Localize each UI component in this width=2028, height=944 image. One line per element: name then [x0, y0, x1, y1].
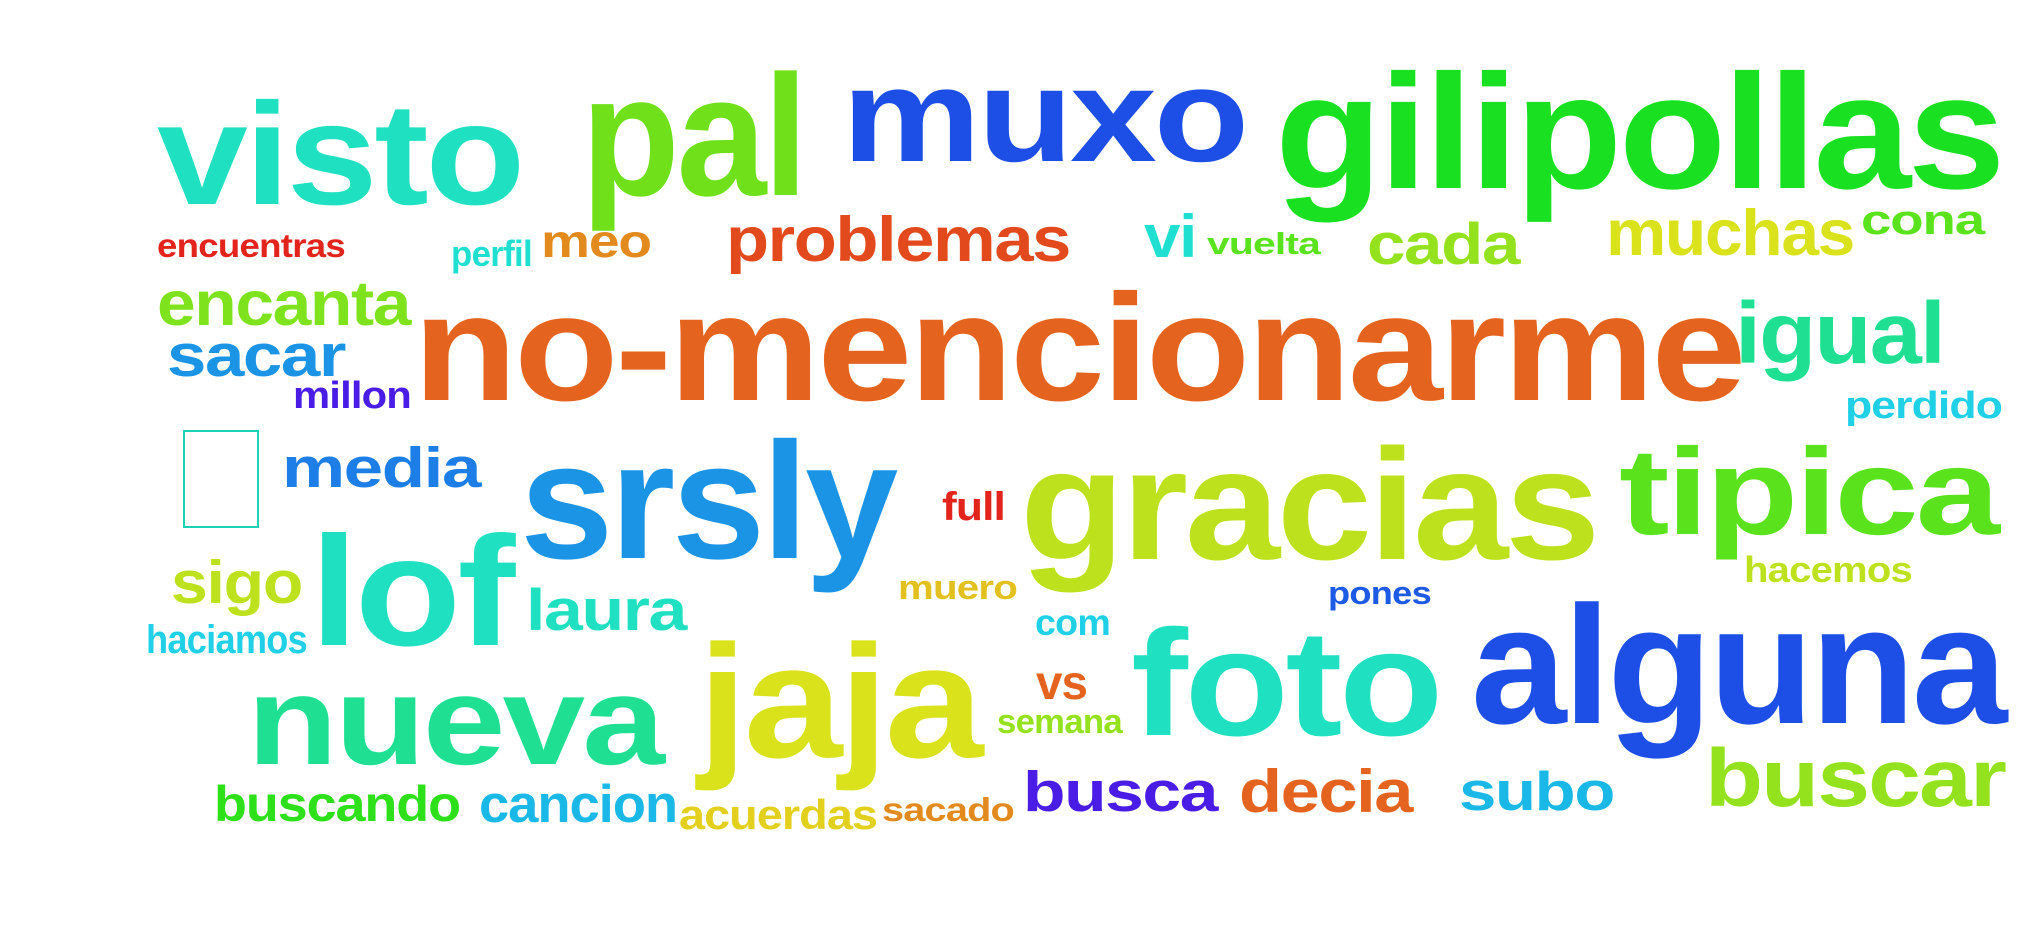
word-buscando: buscando [214, 776, 461, 832]
word-gracias: gracias [1020, 417, 1600, 593]
word-muero: muero [898, 569, 1018, 607]
word-full: full [942, 485, 1006, 529]
word-buscar: buscar [1705, 733, 2007, 824]
word-busca: busca [1023, 760, 1218, 824]
word-tipica: tipica [1619, 424, 2000, 561]
word-semana: semana [997, 703, 1123, 741]
word-laura: laura [526, 578, 687, 643]
word-acuerdas: acuerdas [679, 791, 878, 838]
word-encuentras: encuentras [157, 227, 346, 264]
word-decia: decia [1239, 758, 1413, 825]
word-perfil: perfil [451, 233, 533, 274]
word-sigo: sigo [171, 549, 303, 616]
empty-rectangle [183, 430, 259, 528]
word-sacado: sacado [882, 791, 1015, 828]
word-igual: igual [1735, 285, 1946, 382]
word-gilipollas: gilipollas [1275, 40, 2006, 223]
word-hacemos: hacemos [1744, 549, 1913, 590]
word-subo: subo [1459, 760, 1615, 822]
word-cancion: cancion [479, 775, 678, 834]
word-vs: vs [1036, 657, 1088, 710]
word-alguna: alguna [1471, 571, 2007, 759]
word-millon: millon [293, 375, 412, 417]
word-no-mencionarme: no-mencionarme [413, 263, 1746, 433]
word-pones: pones [1328, 575, 1432, 611]
word-nueva: nueva [247, 650, 665, 791]
word-srsly: srsly [520, 409, 898, 594]
word-haciamos: haciamos [146, 618, 308, 662]
word-media: media [282, 436, 481, 500]
word-com: com [1035, 602, 1111, 643]
word-cada: cada [1367, 212, 1520, 277]
word-muxo: muxo [842, 42, 1249, 190]
word-muchas: muchas [1606, 196, 1855, 269]
word-jaja: jaja [698, 612, 984, 792]
word-visto: visto [157, 73, 525, 235]
word-meo: meo [541, 215, 652, 267]
word-problemas: problemas [726, 205, 1071, 275]
word-vuelta: vuelta [1207, 226, 1321, 261]
word-perdido: perdido [1845, 385, 2003, 427]
word-vi: vi [1144, 203, 1197, 270]
word-lof: lof [310, 505, 515, 679]
word-sacar: sacar [167, 322, 346, 389]
word-pal: pal [581, 40, 808, 232]
word-encanta: encanta [157, 269, 411, 339]
word-foto: foto [1131, 598, 1443, 767]
word-cona: cona [1861, 196, 1985, 243]
